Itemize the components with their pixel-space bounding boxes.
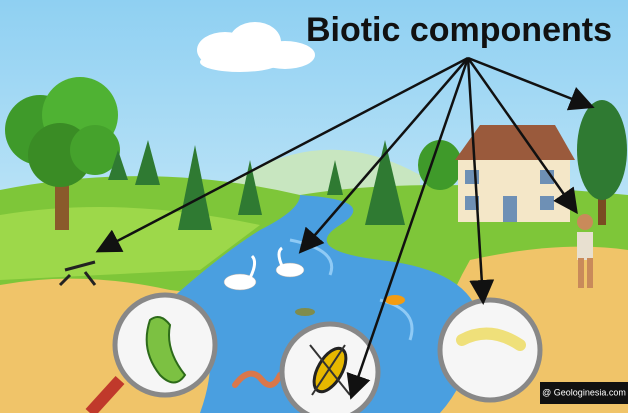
scene: Biotic components @ Geologinesia.com [0,0,628,413]
title: Biotic components [306,11,612,49]
magnifier [440,300,540,400]
magnifier [282,324,378,413]
fish [295,308,315,316]
watermark: @ Geologinesia.com [542,387,626,397]
fish [385,295,405,305]
